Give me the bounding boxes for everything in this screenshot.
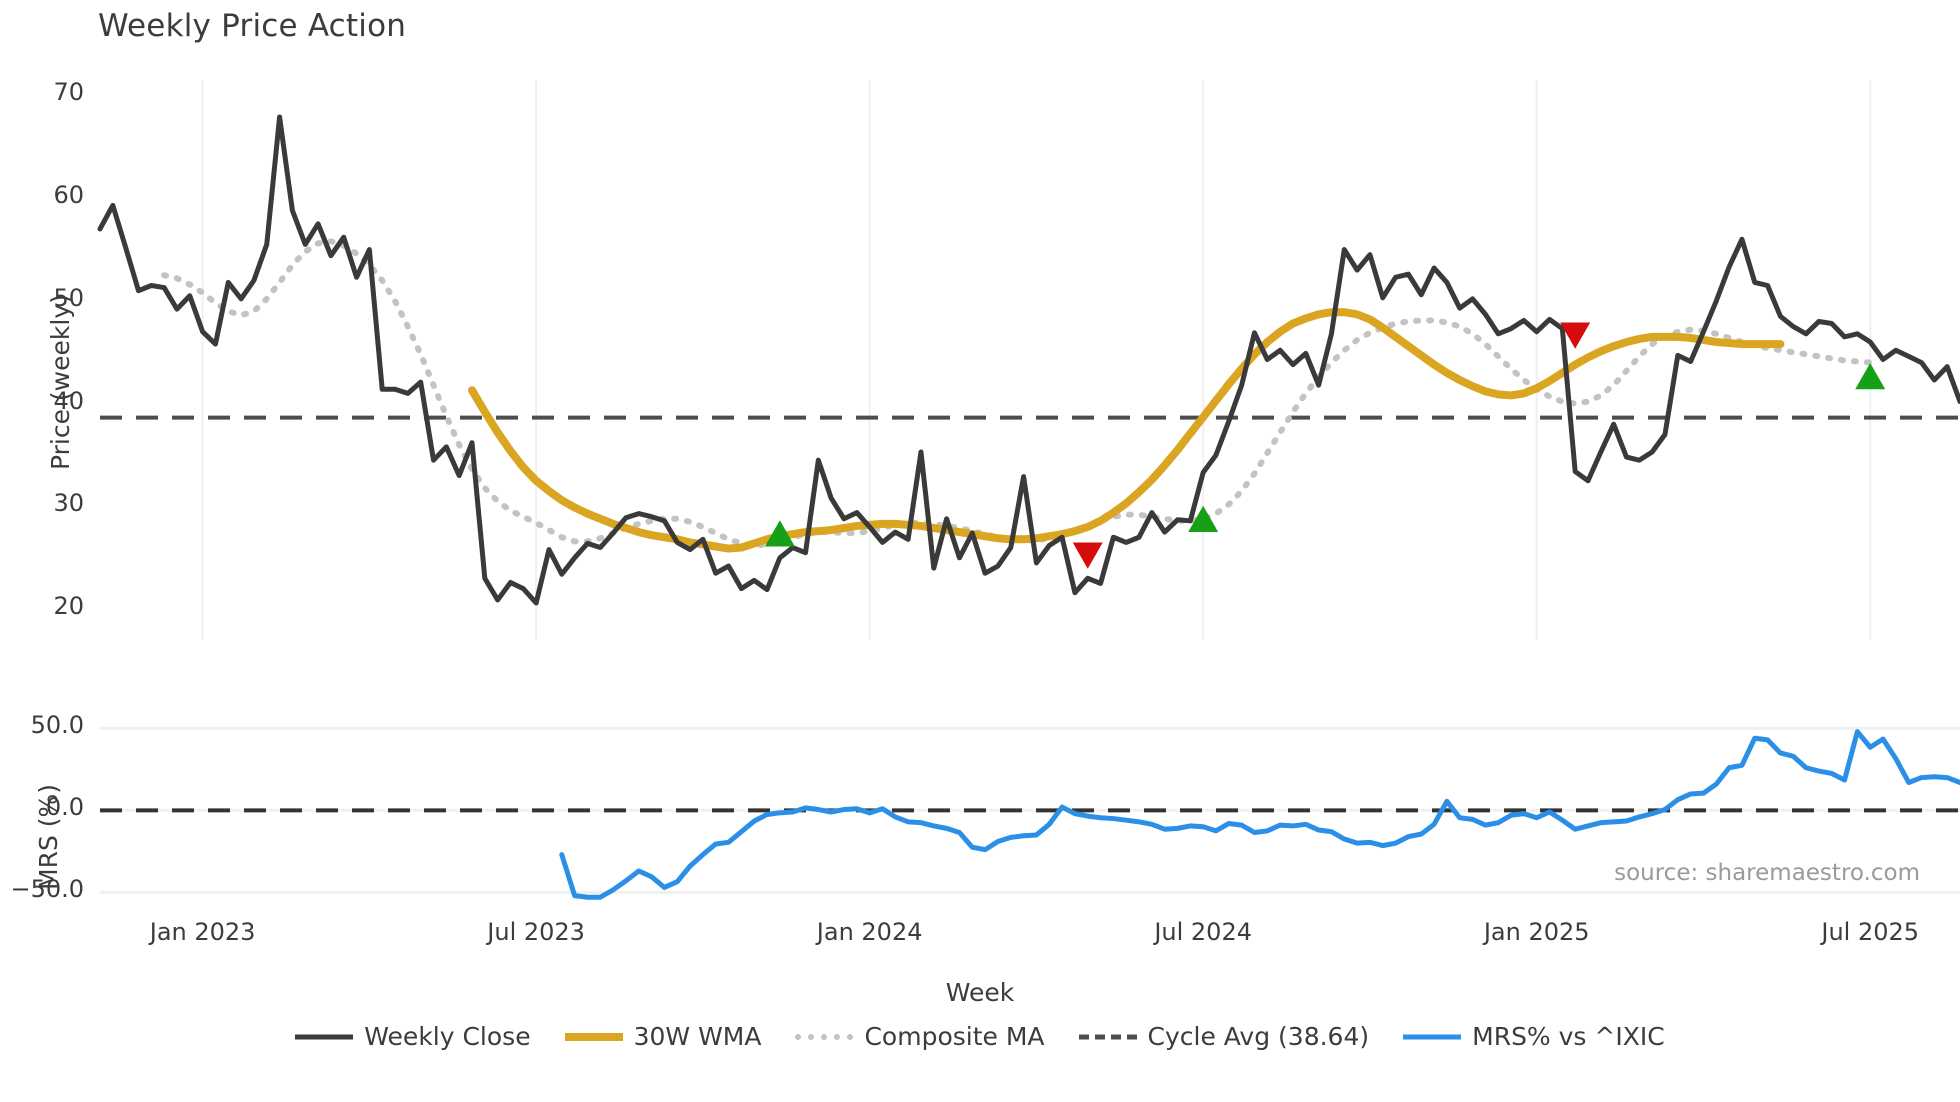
x-axis-tick: Jul 2023 bbox=[487, 918, 585, 946]
price-y-tick: 30 bbox=[53, 489, 84, 518]
legend-swatch-icon bbox=[1078, 1028, 1137, 1046]
price-y-tick: 50 bbox=[53, 283, 84, 312]
legend-label: Cycle Avg (38.64) bbox=[1147, 1022, 1370, 1051]
legend-swatch-icon bbox=[564, 1028, 623, 1046]
mrs-y-tick: 50.0 bbox=[30, 711, 84, 740]
mrs-plot bbox=[100, 726, 1960, 900]
legend-item-4[interactable]: MRS% vs ^IXIC bbox=[1403, 1022, 1665, 1051]
price-y-tick: 60 bbox=[53, 181, 84, 210]
chart-legend: Weekly Close 30W WMA Composite MA Cycle Avg… bbox=[0, 1022, 1960, 1051]
buy-signal-marker bbox=[1188, 505, 1219, 533]
x-axis-label: Week bbox=[945, 978, 1015, 1007]
legend-swatch-icon bbox=[295, 1028, 354, 1046]
legend-swatch-icon bbox=[795, 1028, 854, 1046]
price-y-tick: 20 bbox=[53, 592, 84, 621]
x-axis-tick: Jan 2025 bbox=[1483, 918, 1590, 946]
legend-swatch-icon bbox=[1403, 1028, 1462, 1046]
legend-label: MRS% vs ^IXIC bbox=[1472, 1022, 1665, 1051]
sell-signal-marker bbox=[1072, 542, 1103, 569]
weekly-close-line bbox=[97, 114, 1960, 606]
buy-signal-marker bbox=[1855, 362, 1886, 390]
mrs-y-tick: −50.0 bbox=[10, 875, 84, 904]
legend-item-0[interactable]: Weekly Close bbox=[295, 1022, 531, 1051]
mrs-y-tick: 0.0 bbox=[45, 793, 84, 822]
legend-label: Weekly Close bbox=[364, 1022, 531, 1051]
mrs-line bbox=[559, 729, 1960, 900]
x-axis-tick: Jan 2024 bbox=[816, 918, 923, 946]
buy-signal-marker bbox=[764, 520, 795, 547]
price-y-tick: 40 bbox=[53, 386, 84, 415]
wma-line bbox=[468, 308, 1785, 553]
x-axis-tick: Jul 2024 bbox=[1154, 918, 1252, 946]
legend-item-2[interactable]: Composite MA bbox=[795, 1022, 1045, 1051]
price-y-tick: 70 bbox=[53, 78, 84, 107]
price-plot bbox=[97, 80, 1960, 640]
legend-label: Composite MA bbox=[864, 1022, 1045, 1051]
x-axis-tick: Jan 2023 bbox=[149, 918, 256, 946]
price-chart-panel bbox=[97, 80, 1960, 640]
legend-label: 30W WMA bbox=[633, 1022, 762, 1051]
legend-item-3[interactable]: Cycle Avg (38.64) bbox=[1078, 1022, 1370, 1051]
source-attribution: source: sharemaestro.com bbox=[1614, 860, 1920, 886]
price-axis-label: Price (weekly) bbox=[46, 294, 75, 470]
sell-signal-marker bbox=[1560, 322, 1591, 349]
page-title: Weekly Price Action bbox=[98, 8, 407, 44]
mrs-chart-panel bbox=[100, 712, 1960, 912]
legend-item-1[interactable]: 30W WMA bbox=[564, 1022, 762, 1051]
x-axis-tick: Jul 2025 bbox=[1821, 918, 1920, 946]
